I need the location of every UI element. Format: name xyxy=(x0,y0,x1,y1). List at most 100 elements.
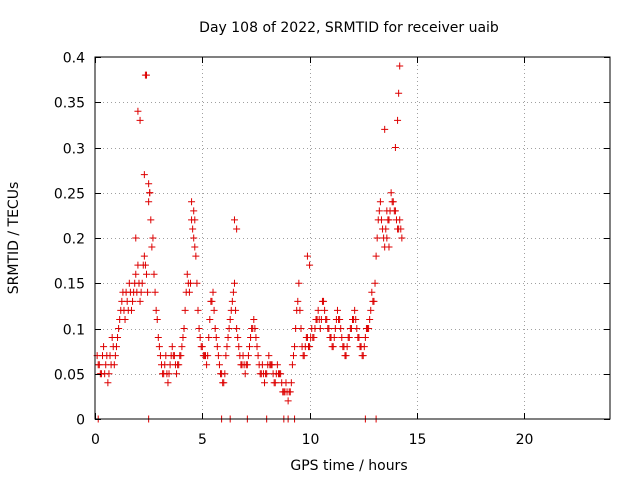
data-point xyxy=(215,361,223,369)
data-point xyxy=(232,306,240,314)
data-point xyxy=(156,352,164,360)
data-point xyxy=(270,379,278,387)
data-point xyxy=(233,225,241,233)
data-point xyxy=(115,325,123,332)
data-point xyxy=(132,234,140,242)
data-point xyxy=(109,343,117,351)
data-point xyxy=(288,361,296,369)
data-point xyxy=(206,315,214,323)
data-point xyxy=(285,388,293,396)
data-point xyxy=(324,325,332,332)
data-point xyxy=(143,270,150,278)
data-point xyxy=(114,334,122,342)
data-point xyxy=(107,361,115,369)
data-point xyxy=(345,334,353,342)
data-point xyxy=(381,125,389,133)
data-point xyxy=(221,370,229,378)
data-point xyxy=(155,343,163,351)
data-point xyxy=(377,216,385,224)
data-point xyxy=(314,306,322,314)
data-point xyxy=(174,361,182,369)
data-point xyxy=(183,270,191,278)
data-point xyxy=(203,361,211,369)
axis-ticks: 0 5 10 15 20 0 0.05 0.1 0.15 0.2 0.25 0.3 0.35 0.4 xyxy=(54,51,610,448)
data-point xyxy=(395,89,403,97)
data-point xyxy=(229,288,237,296)
data-point xyxy=(196,334,204,342)
data-point xyxy=(261,379,269,387)
data-point xyxy=(247,334,255,342)
data-point xyxy=(137,288,145,296)
data-point xyxy=(328,343,336,351)
data-point xyxy=(361,334,369,342)
data-point xyxy=(265,352,273,360)
data-point xyxy=(385,243,393,251)
data-point xyxy=(145,198,153,206)
data-point xyxy=(213,343,221,351)
data-point xyxy=(181,306,189,314)
data-point xyxy=(289,352,297,360)
data-point xyxy=(192,252,200,260)
data-point xyxy=(193,279,201,287)
data-point xyxy=(398,234,406,242)
data-point xyxy=(153,315,161,323)
data-point xyxy=(358,352,366,360)
data-point xyxy=(164,379,172,387)
data-point xyxy=(129,297,137,305)
data-point xyxy=(182,288,190,296)
data-point xyxy=(306,261,314,269)
data-point xyxy=(338,334,346,342)
x-tick-label: 15 xyxy=(409,432,427,448)
data-point xyxy=(254,352,262,360)
data-point xyxy=(388,198,396,206)
data-point xyxy=(322,315,330,323)
data-point xyxy=(150,270,158,278)
y-tick-label: 0.35 xyxy=(54,96,85,112)
data-point xyxy=(148,243,156,251)
data-point xyxy=(394,116,402,124)
data-point xyxy=(104,379,112,387)
y-tick-label: 0.3 xyxy=(63,142,85,158)
data-point xyxy=(251,325,259,332)
data-point xyxy=(154,334,162,342)
data-point xyxy=(161,361,169,369)
data-point xyxy=(300,352,308,360)
data-point xyxy=(287,379,295,387)
data-point xyxy=(228,297,236,305)
data-point xyxy=(197,343,205,351)
x-tick-label: 20 xyxy=(516,432,534,448)
data-point xyxy=(360,343,368,351)
data-point xyxy=(284,397,292,405)
y-tick-label: 0.15 xyxy=(54,277,85,293)
data-point xyxy=(225,325,233,332)
data-point xyxy=(147,216,155,224)
data-point xyxy=(330,334,338,342)
y-tick-label: 0.1 xyxy=(63,323,85,339)
data-point xyxy=(165,370,173,378)
x-axis-label: GPS time / hours xyxy=(290,458,407,474)
y-tick-label: 0.4 xyxy=(63,51,85,67)
data-point xyxy=(136,297,144,305)
data-point xyxy=(190,234,198,242)
x-tick-label: 0 xyxy=(91,432,100,448)
data-point xyxy=(371,279,379,287)
data-point xyxy=(351,306,359,314)
data-point xyxy=(373,234,381,242)
data-point xyxy=(126,288,134,296)
data-point xyxy=(396,62,404,70)
y-tick-label: 0.2 xyxy=(63,232,85,248)
data-point xyxy=(105,370,113,378)
data-point xyxy=(205,334,213,342)
data-point xyxy=(190,207,198,215)
data-point xyxy=(255,361,263,369)
data-point xyxy=(152,306,160,314)
data-point xyxy=(311,325,319,332)
y-tick-label: 0 xyxy=(76,413,85,429)
data-point xyxy=(132,270,140,278)
data-point xyxy=(367,306,375,314)
data-point xyxy=(383,234,391,242)
data-point xyxy=(144,288,152,296)
data-point xyxy=(145,180,153,188)
data-point xyxy=(134,107,142,115)
